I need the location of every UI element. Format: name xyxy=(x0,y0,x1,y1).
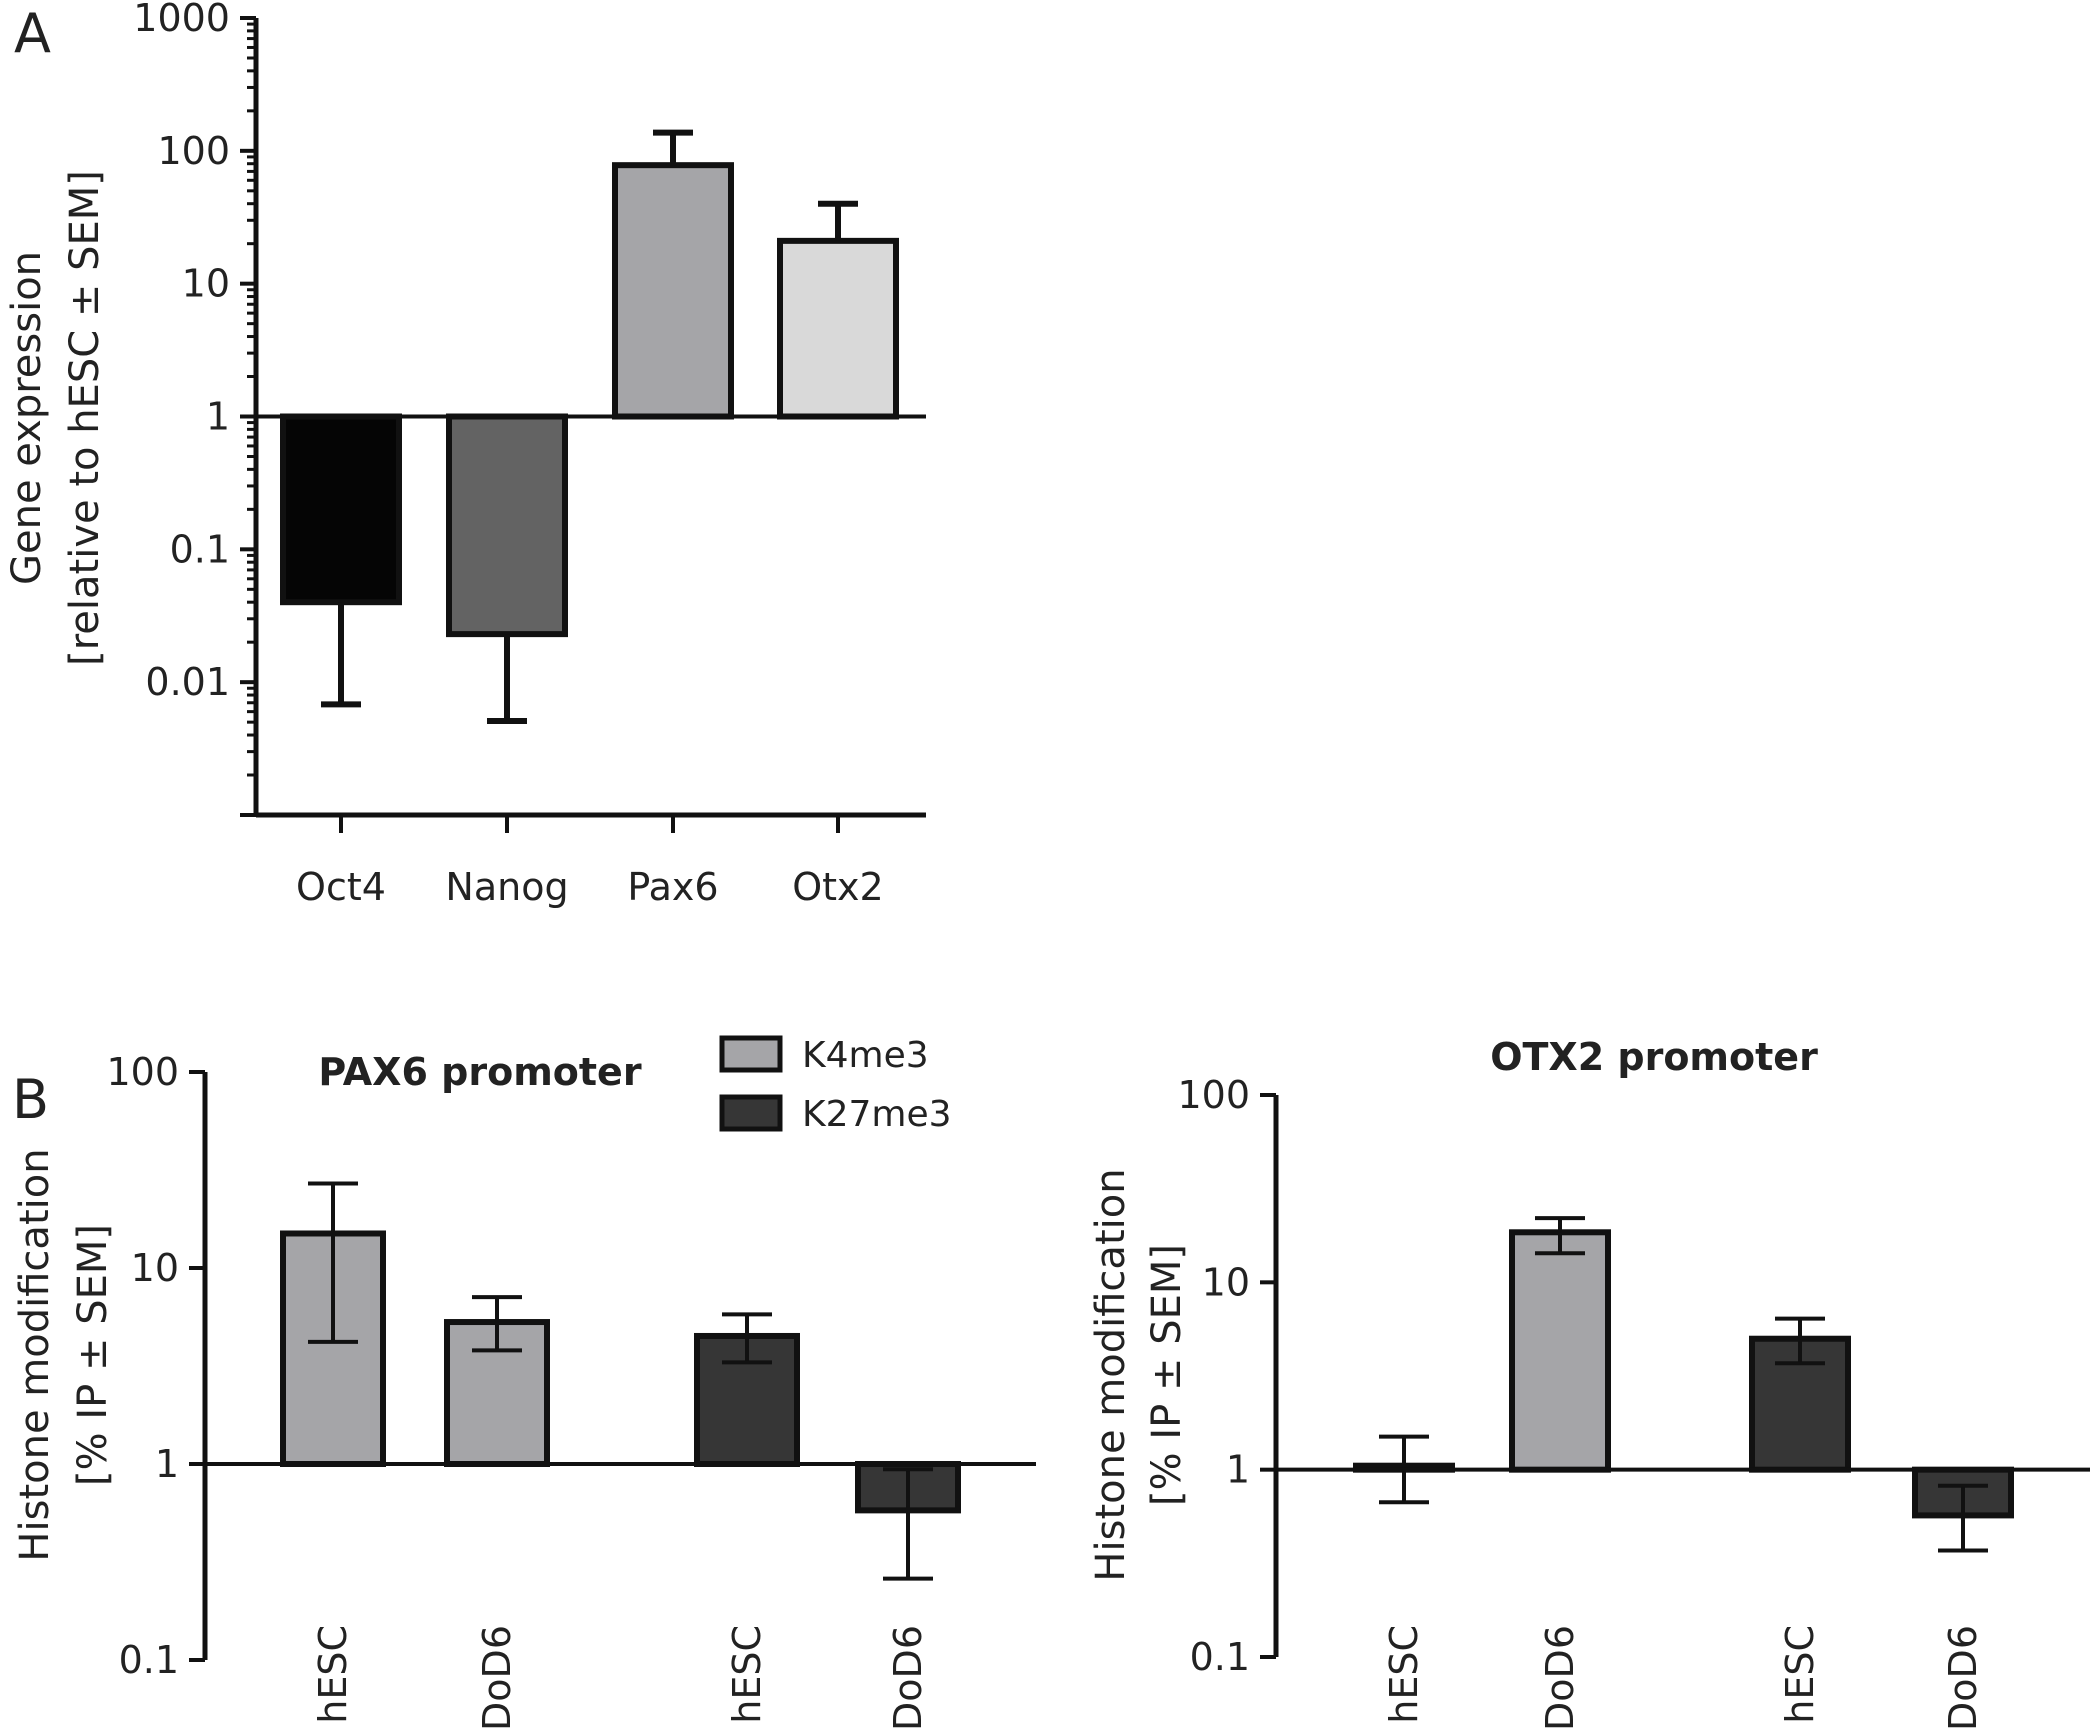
chart-otx2-promoter: 100 10 1 0.1 Histone modification [% IP ± SEM… xyxy=(1088,1035,2090,1729)
y-tick-label: 1 xyxy=(155,1442,179,1486)
legend-label-k4me3: K4me3 xyxy=(802,1035,929,1076)
x-tick-label: DoD6 xyxy=(1538,1625,1582,1729)
y-tick-label: 0.01 xyxy=(145,660,230,704)
legend-label-k27me3: K27me3 xyxy=(802,1094,952,1135)
bar xyxy=(777,237,899,420)
y-tick-label: 1 xyxy=(1226,1448,1250,1492)
y-tick-label: 0.1 xyxy=(1190,1635,1250,1679)
y-tick-label: 10 xyxy=(182,262,230,306)
x-tick-label: DoD6 xyxy=(886,1625,930,1729)
chart-gene-expression: 1000 100 10 1 0.1 0.01 Gene expression [relativ… xyxy=(4,0,926,909)
chart-pax6-promoter: 100 10 1 0.1 Histone modification [% IP ± SEM… xyxy=(12,1050,1036,1729)
x-tick-label: Otx2 xyxy=(792,865,883,909)
x-tick-label: Nanog xyxy=(445,865,568,909)
y-axis-subtitle: [relative to hESC ± SEM] xyxy=(62,170,108,666)
y-axis-subtitle: [% IP ± SEM] xyxy=(70,1224,116,1486)
legend-swatch-k27me3 xyxy=(719,1094,783,1132)
x-tick-label: hESC xyxy=(725,1625,769,1724)
bar xyxy=(694,1332,800,1467)
x-tick-label: Oct4 xyxy=(296,865,386,909)
legend: K4me3 K27me3 xyxy=(719,1035,952,1135)
x-tick-label: DoD6 xyxy=(475,1625,519,1729)
panel-label-b: B xyxy=(12,1068,49,1131)
y-tick-label: 10 xyxy=(1202,1260,1250,1304)
y-tick-label: 100 xyxy=(106,1050,179,1094)
y-tick-label: 10 xyxy=(131,1246,179,1290)
y-tick-label: 0.1 xyxy=(119,1638,179,1682)
y-tick-label: 100 xyxy=(1177,1073,1250,1117)
y-tick-label: 1000 xyxy=(133,0,230,40)
chart-title: OTX2 promoter xyxy=(1490,1035,1818,1079)
bar xyxy=(280,413,402,606)
y-axis-title: Histone modification xyxy=(12,1148,58,1561)
x-tick-label: hESC xyxy=(1778,1625,1822,1724)
bar xyxy=(446,413,568,638)
x-tick-label: DoD6 xyxy=(1941,1625,1985,1729)
y-tick-label: 1 xyxy=(206,395,230,439)
y-axis-subtitle: [% IP ± SEM] xyxy=(1144,1244,1190,1506)
panel-label-a: A xyxy=(14,2,51,65)
x-tick-label: hESC xyxy=(1382,1625,1426,1724)
bar xyxy=(612,162,734,420)
y-axis-title: Gene expression xyxy=(4,251,50,585)
legend-swatch-k4me3 xyxy=(719,1035,783,1073)
chart-title: PAX6 promoter xyxy=(318,1050,641,1094)
y-tick-label: 0.1 xyxy=(170,527,230,571)
x-tick-label: Pax6 xyxy=(627,865,718,909)
bar xyxy=(1509,1229,1611,1473)
x-tick-label: hESC xyxy=(311,1625,355,1724)
y-axis-title: Histone modification xyxy=(1088,1168,1134,1581)
y-tick-label: 100 xyxy=(157,129,230,173)
